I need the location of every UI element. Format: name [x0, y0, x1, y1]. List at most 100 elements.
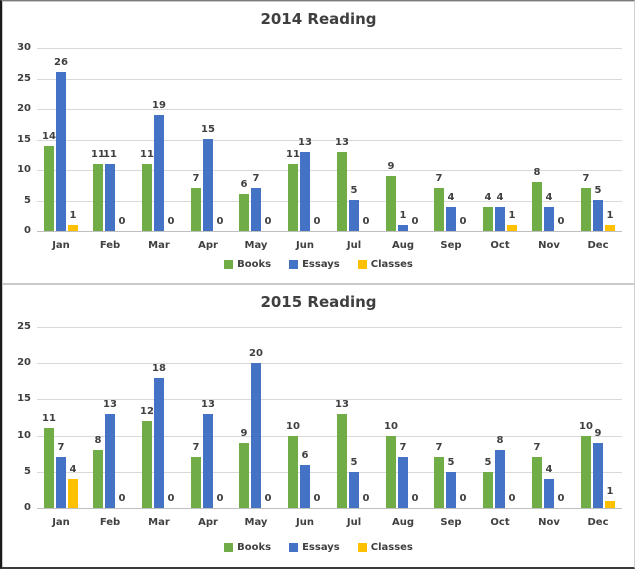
data-label-books-jun: 10 [286, 421, 300, 432]
y-tick-label: 10 [17, 430, 31, 441]
data-label-essays-jul: 5 [350, 185, 358, 196]
x-axis-label-apr: Apr [198, 517, 218, 528]
bar-essays-oct [495, 207, 505, 231]
gridline [37, 327, 622, 328]
x-axis-label-mar: Mar [148, 517, 170, 528]
x-axis-label-feb: Feb [99, 240, 121, 251]
bar-books-mar [142, 421, 152, 508]
data-label-essays-jan: 7 [57, 442, 65, 453]
bar-essays-feb [105, 414, 115, 508]
gridline [37, 140, 622, 141]
bar-books-nov [532, 182, 542, 231]
bar-essays-apr [203, 414, 213, 508]
bar-books-dec [581, 436, 591, 508]
gridline [37, 79, 622, 80]
bar-books-jun [288, 436, 298, 508]
y-tick-label: 15 [17, 134, 31, 145]
data-label-books-dec: 10 [579, 421, 593, 432]
legend-swatch-classes [357, 260, 367, 269]
bar-books-jun [288, 164, 298, 231]
x-axis-label-may: May [244, 517, 268, 528]
data-label-books-jan: 14 [42, 131, 56, 142]
bar-essays-mar [154, 378, 164, 508]
data-label-books-jul: 13 [335, 399, 349, 410]
bar-books-jan [44, 428, 54, 508]
bar-essays-apr [203, 139, 213, 231]
bar-books-jul [337, 414, 347, 508]
bar-books-oct [483, 207, 493, 231]
bar-essays-aug [398, 457, 408, 508]
data-label-essays-may: 7 [252, 173, 260, 184]
gridline [37, 170, 622, 171]
data-label-essays-jul: 5 [350, 457, 358, 468]
legend-item-classes: Classes [357, 542, 413, 553]
data-label-books-may: 6 [240, 179, 248, 190]
x-axis-label-sep: Sep [440, 240, 462, 251]
legend-label-essays: Essays [302, 259, 340, 270]
chart-2014-reading[interactable]: 2014 Reading 0 5 10 15 20 25 30 14 26 1 Jan 11 11 0 Fe… [2, 1, 634, 284]
x-axis-label-feb: Feb [99, 517, 121, 528]
data-label-classes-apr: 0 [216, 493, 224, 504]
data-label-classes-jul: 0 [362, 216, 370, 227]
y-tick-label: 25 [17, 73, 31, 84]
data-label-essays-jun: 6 [301, 450, 309, 461]
data-label-essays-sep: 4 [447, 192, 455, 203]
x-axis-label-sep: Sep [440, 517, 462, 528]
y-tick-label: 20 [17, 103, 31, 114]
legend-item-books: Books [224, 259, 271, 270]
data-label-books-nov: 7 [533, 442, 541, 453]
y-tick-label: 5 [24, 466, 31, 477]
bar-books-mar [142, 164, 152, 231]
legend-label-books: Books [237, 259, 272, 270]
data-label-books-apr: 7 [192, 173, 200, 184]
bar-essays-jun [300, 152, 310, 231]
data-label-classes-feb: 0 [118, 216, 126, 227]
legend-swatch-classes [357, 543, 367, 552]
y-tick-label: 25 [17, 321, 31, 332]
data-label-classes-may: 0 [264, 216, 272, 227]
gridline [37, 399, 622, 400]
bar-books-sep [434, 188, 444, 231]
bar-essays-dec [593, 443, 603, 508]
data-label-essays-may: 20 [249, 348, 263, 359]
data-label-classes-mar: 0 [167, 493, 175, 504]
data-label-classes-nov: 0 [557, 216, 565, 227]
bar-essays-feb [105, 164, 115, 231]
legend-label-essays: Essays [302, 542, 340, 553]
data-label-classes-jan: 4 [69, 464, 77, 475]
data-label-classes-sep: 0 [459, 493, 467, 504]
data-label-classes-jun: 0 [313, 216, 321, 227]
data-label-classes-mar: 0 [167, 216, 175, 227]
legend-swatch-books [224, 543, 234, 552]
y-tick-label: 0 [24, 225, 31, 236]
data-label-books-jan: 11 [42, 413, 56, 424]
data-label-essays-apr: 15 [201, 124, 215, 135]
x-axis-label-dec: Dec [587, 517, 609, 528]
chart-2015-reading[interactable]: 2015 Reading 0 5 10 15 20 25 11 7 4 Jan 8 13 0 Feb 12 1… [2, 284, 634, 567]
bar-books-apr [191, 188, 201, 231]
y-tick-label: 0 [24, 502, 31, 513]
gridline [37, 436, 622, 437]
x-axis-label-jul: Jul [346, 240, 362, 251]
bar-essays-jun [300, 465, 310, 508]
data-label-classes-dec: 1 [606, 486, 614, 497]
legend-item-classes: Classes [357, 259, 413, 270]
data-label-essays-feb: 11 [103, 149, 117, 160]
bar-essays-dec [593, 200, 603, 231]
gridline [37, 48, 622, 49]
legend-item-essays: Essays [289, 542, 340, 553]
y-tick-label: 20 [17, 357, 31, 368]
data-label-books-feb: 8 [94, 435, 102, 446]
bar-essays-aug [398, 225, 408, 231]
data-label-essays-aug: 7 [399, 442, 407, 453]
legend-swatch-books [224, 260, 234, 269]
data-label-essays-mar: 18 [152, 363, 166, 374]
chart-title-2015: 2015 Reading [260, 293, 377, 311]
data-label-books-jul: 13 [335, 137, 349, 148]
data-label-books-sep: 7 [435, 173, 443, 184]
bar-books-feb [93, 164, 103, 231]
data-label-books-sep: 7 [435, 442, 443, 453]
data-label-classes-feb: 0 [118, 493, 126, 504]
bar-essays-nov [544, 207, 554, 231]
x-axis-label-nov: Nov [538, 240, 560, 251]
